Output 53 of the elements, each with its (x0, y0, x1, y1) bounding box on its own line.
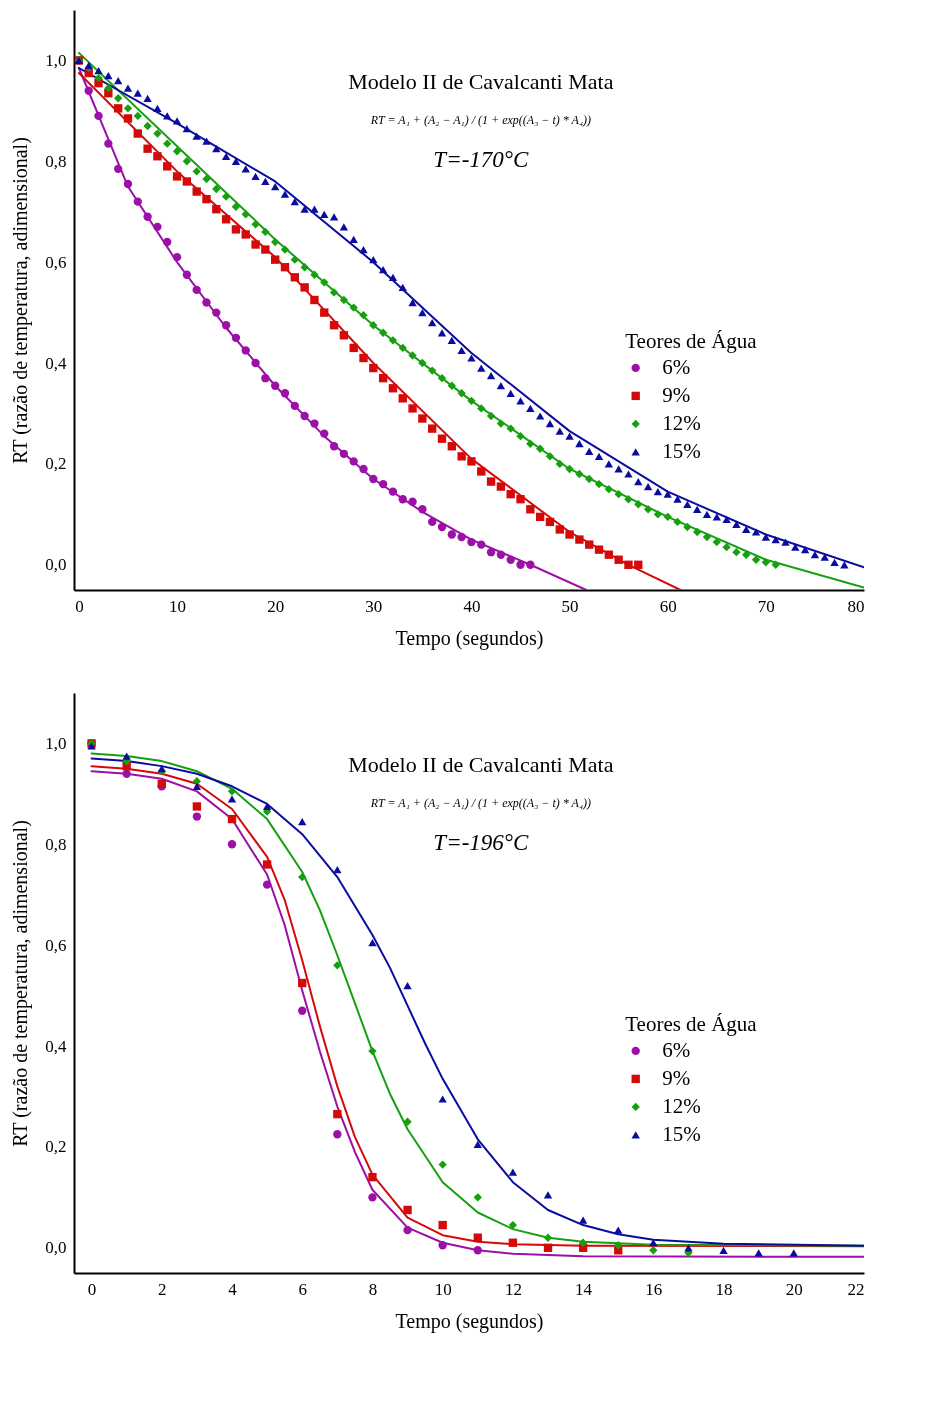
legend-label: 9% (662, 1065, 691, 1090)
legend-label: 15% (662, 438, 701, 463)
x-tick-label: 70 (757, 596, 775, 616)
x-tick-label: 6 (298, 1279, 307, 1299)
x-tick-label: 10 (169, 596, 187, 616)
annotation: RT = A₁ + (A₂ − A₁) / (1 + exp((A₃ − t) * A₄)) (369, 796, 592, 810)
legend-label: 12% (662, 410, 701, 435)
y-tick-label: 0,2 (45, 454, 67, 474)
legend-label: 12% (662, 1093, 701, 1118)
y-tick-label: 0,6 (45, 252, 67, 272)
x-tick-label: 80 (847, 596, 865, 616)
x-tick-label: 10 (434, 1279, 452, 1299)
annotation: RT = A₁ + (A₂ − A₁) / (1 + exp((A₃ − t) * A₄)) (369, 113, 592, 127)
x-axis-title: Tempo (segundos) (395, 1309, 544, 1333)
x-tick-label: 40 (463, 596, 481, 616)
x-tick-label: 0 (87, 1279, 97, 1299)
y-tick-label: 1,0 (45, 733, 67, 753)
x-tick-label: 20 (785, 1279, 803, 1299)
y-tick-label: 0,0 (45, 555, 67, 575)
y-tick-label: 0,2 (45, 1137, 67, 1157)
y-tick-label: 1,0 (45, 50, 67, 70)
y-tick-label: 0,4 (45, 1036, 67, 1056)
x-tick-label: 4 (228, 1279, 238, 1299)
annotation: T=-196°C (433, 830, 530, 855)
annotation: T=-170°C (433, 147, 530, 172)
y-tick-label: 0,4 (45, 353, 67, 373)
x-tick-label: 2 (158, 1279, 167, 1299)
x-tick-label: 60 (659, 596, 677, 616)
x-tick-label: 0 (75, 596, 84, 616)
x-axis-title: Tempo (segundos) (395, 626, 544, 650)
x-tick-label: 14 (575, 1279, 593, 1299)
legend-label: 15% (662, 1121, 701, 1146)
y-tick-label: 0,6 (45, 935, 67, 955)
x-tick-label: 22 (847, 1279, 865, 1299)
legend-label: 6% (662, 354, 691, 379)
legend-label: 6% (662, 1037, 691, 1062)
x-tick-label: 18 (715, 1279, 733, 1299)
y-tick-label: 0,8 (45, 151, 67, 171)
y-axis-title: RT (razão de temperatura, adimensional) (9, 820, 33, 1147)
y-axis-title: RT (razão de temperatura, adimensional) (9, 137, 33, 464)
legend-label: 9% (662, 382, 691, 407)
x-tick-label: 16 (645, 1279, 663, 1299)
x-tick-label: 50 (561, 596, 579, 616)
legend-title: Teores de Água (625, 329, 758, 354)
x-tick-label: 20 (267, 596, 285, 616)
x-tick-label: 30 (365, 596, 383, 616)
annotation: Modelo II de Cavalcanti Mata (348, 752, 614, 777)
legend-title: Teores de Água (625, 1012, 758, 1037)
y-tick-label: 0,0 (45, 1238, 67, 1258)
x-tick-label: 12 (504, 1279, 522, 1299)
annotation: Modelo II de Cavalcanti Mata (348, 69, 614, 94)
x-tick-label: 8 (368, 1279, 378, 1299)
y-tick-label: 0,8 (45, 834, 67, 854)
